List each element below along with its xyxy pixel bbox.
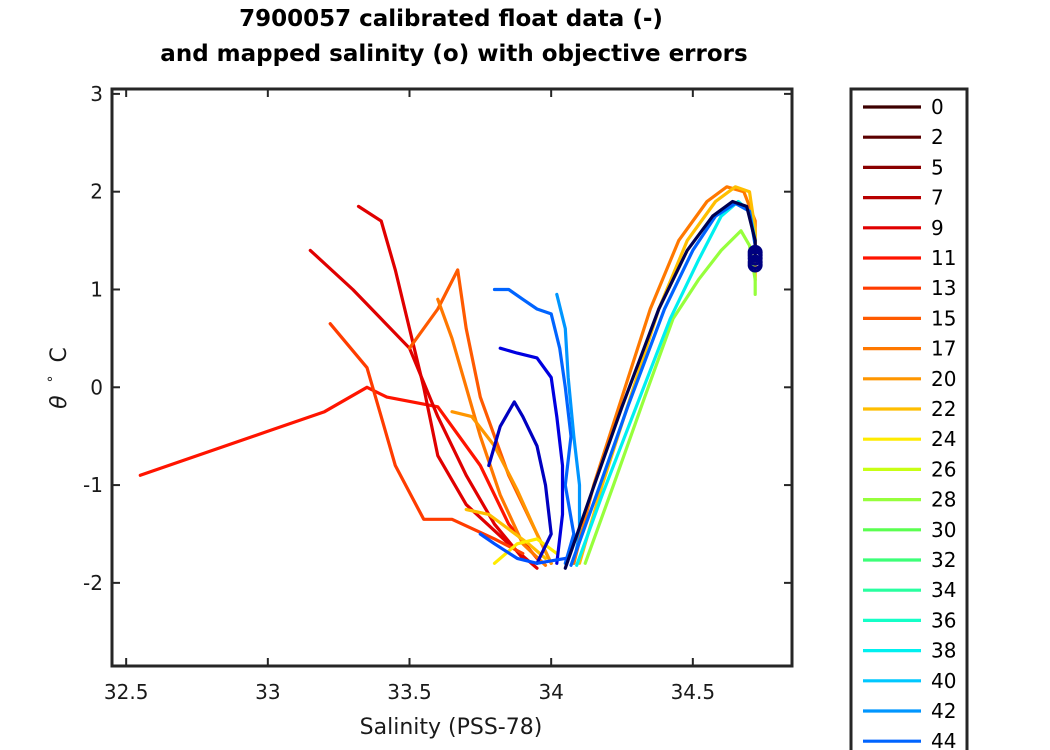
legend-label: 7 <box>931 186 944 210</box>
legend-label: 36 <box>931 608 956 632</box>
legend-label: 30 <box>931 518 956 542</box>
legend-label: 2 <box>931 125 944 149</box>
x-axis-label: Salinity (PSS-78) <box>360 715 543 740</box>
mapped-salinity-marker-4 <box>747 247 763 263</box>
y-axis-label-symbol: θ <box>47 395 72 409</box>
legend-label: 9 <box>931 216 944 240</box>
y-tick-label: 0 <box>90 375 103 399</box>
x-tick-label: 33.5 <box>387 680 432 704</box>
legend-entry: 28 <box>863 488 956 512</box>
legend-label: 15 <box>931 306 956 330</box>
legend-entry: 22 <box>863 397 956 421</box>
series-line-13 <box>478 532 567 565</box>
legend-entry: 2 <box>863 125 944 149</box>
legend-label: 34 <box>931 578 956 602</box>
series-line-0 <box>138 385 539 560</box>
legend-label: 26 <box>931 457 956 481</box>
mapped-salinity-group <box>747 244 763 273</box>
legend-entry: 5 <box>863 155 944 179</box>
legend-label: 0 <box>931 95 944 119</box>
y-tick-label: 1 <box>90 277 103 301</box>
chart-title: 7900057 calibrated float data (-) and ma… <box>160 6 747 67</box>
legend-entry: 40 <box>863 669 956 693</box>
legend-entry: 34 <box>863 578 956 602</box>
legend-label: 17 <box>931 337 956 361</box>
y-tick-label: -1 <box>83 473 103 497</box>
series-line-19 <box>563 199 757 570</box>
legend-entry: 36 <box>863 608 956 632</box>
series-line-11 <box>498 346 565 565</box>
legend-entry: 26 <box>863 457 956 481</box>
y-tick-label: 3 <box>90 82 103 106</box>
legend-entry: 24 <box>863 427 956 451</box>
x-tick-label: 34.5 <box>671 680 716 704</box>
series-line-14 <box>572 185 757 565</box>
legend-label: 13 <box>931 276 956 300</box>
series-line-9 <box>492 287 576 565</box>
chart-title-line-1: 7900057 calibrated float data (-) <box>239 6 663 32</box>
x-axis: 32.5 33 33.5 34 34.5 <box>104 89 715 704</box>
legend-entry: 32 <box>863 548 956 572</box>
plot-frame <box>110 87 794 668</box>
legend-label: 38 <box>931 639 956 663</box>
series-line-10 <box>555 292 582 565</box>
legend-entry: 30 <box>863 518 956 542</box>
series-line-3 <box>328 322 525 556</box>
legend-entry: 7 <box>863 186 944 210</box>
y-axis: -2 -1 0 1 2 3 <box>83 82 792 595</box>
legend-label: 24 <box>931 427 956 451</box>
legend-label: 11 <box>931 246 956 270</box>
x-tick-label: 32.5 <box>104 680 149 704</box>
x-tick-label: 34 <box>538 680 563 704</box>
legend-entry: 0 <box>863 95 944 119</box>
legend-entry: 44 <box>863 729 956 750</box>
series-line-12 <box>487 400 553 565</box>
legend-entry: 15 <box>863 306 956 330</box>
series-line-7 <box>464 507 548 560</box>
legend-label: 32 <box>931 548 956 572</box>
y-axis-label-degree: ° <box>46 375 62 382</box>
legend-entry: 42 <box>863 699 956 723</box>
legend-entry: 13 <box>863 276 956 300</box>
y-axis-label-unit: C <box>47 347 72 362</box>
y-axis-label: θ ° C <box>39 347 72 409</box>
y-tick-label: 2 <box>90 180 103 204</box>
legend-entry: 9 <box>863 216 944 240</box>
legend-entry: 17 <box>863 337 956 361</box>
legend-label: 22 <box>931 397 956 421</box>
legend-label: 40 <box>931 669 956 693</box>
legend-label: 5 <box>931 155 944 179</box>
legend-entry: 11 <box>863 246 956 270</box>
x-tick-label: 33 <box>255 680 280 704</box>
series-line-18 <box>569 201 757 567</box>
series-line-1 <box>308 248 525 560</box>
chart-title-line-2: and mapped salinity (o) with objective e… <box>160 41 747 67</box>
legend-label: 28 <box>931 488 956 512</box>
legend-entry: 20 <box>863 367 956 391</box>
legend-label: 42 <box>931 699 956 723</box>
legend-label: 20 <box>931 367 956 391</box>
y-tick-label: -2 <box>83 571 103 595</box>
legend: 0 2 5 7 9 11 13 15 17 20 22 24 26 28 30 32 34 36 38 40 42 44 <box>863 95 956 750</box>
series-group <box>138 185 757 570</box>
legend-label: 44 <box>931 729 956 750</box>
mapped-salinity-marker-3 <box>747 257 763 273</box>
svg-text:θ ° C: θ ° C <box>39 347 72 409</box>
legend-entry: 38 <box>863 639 956 663</box>
series-line-2 <box>356 204 539 570</box>
